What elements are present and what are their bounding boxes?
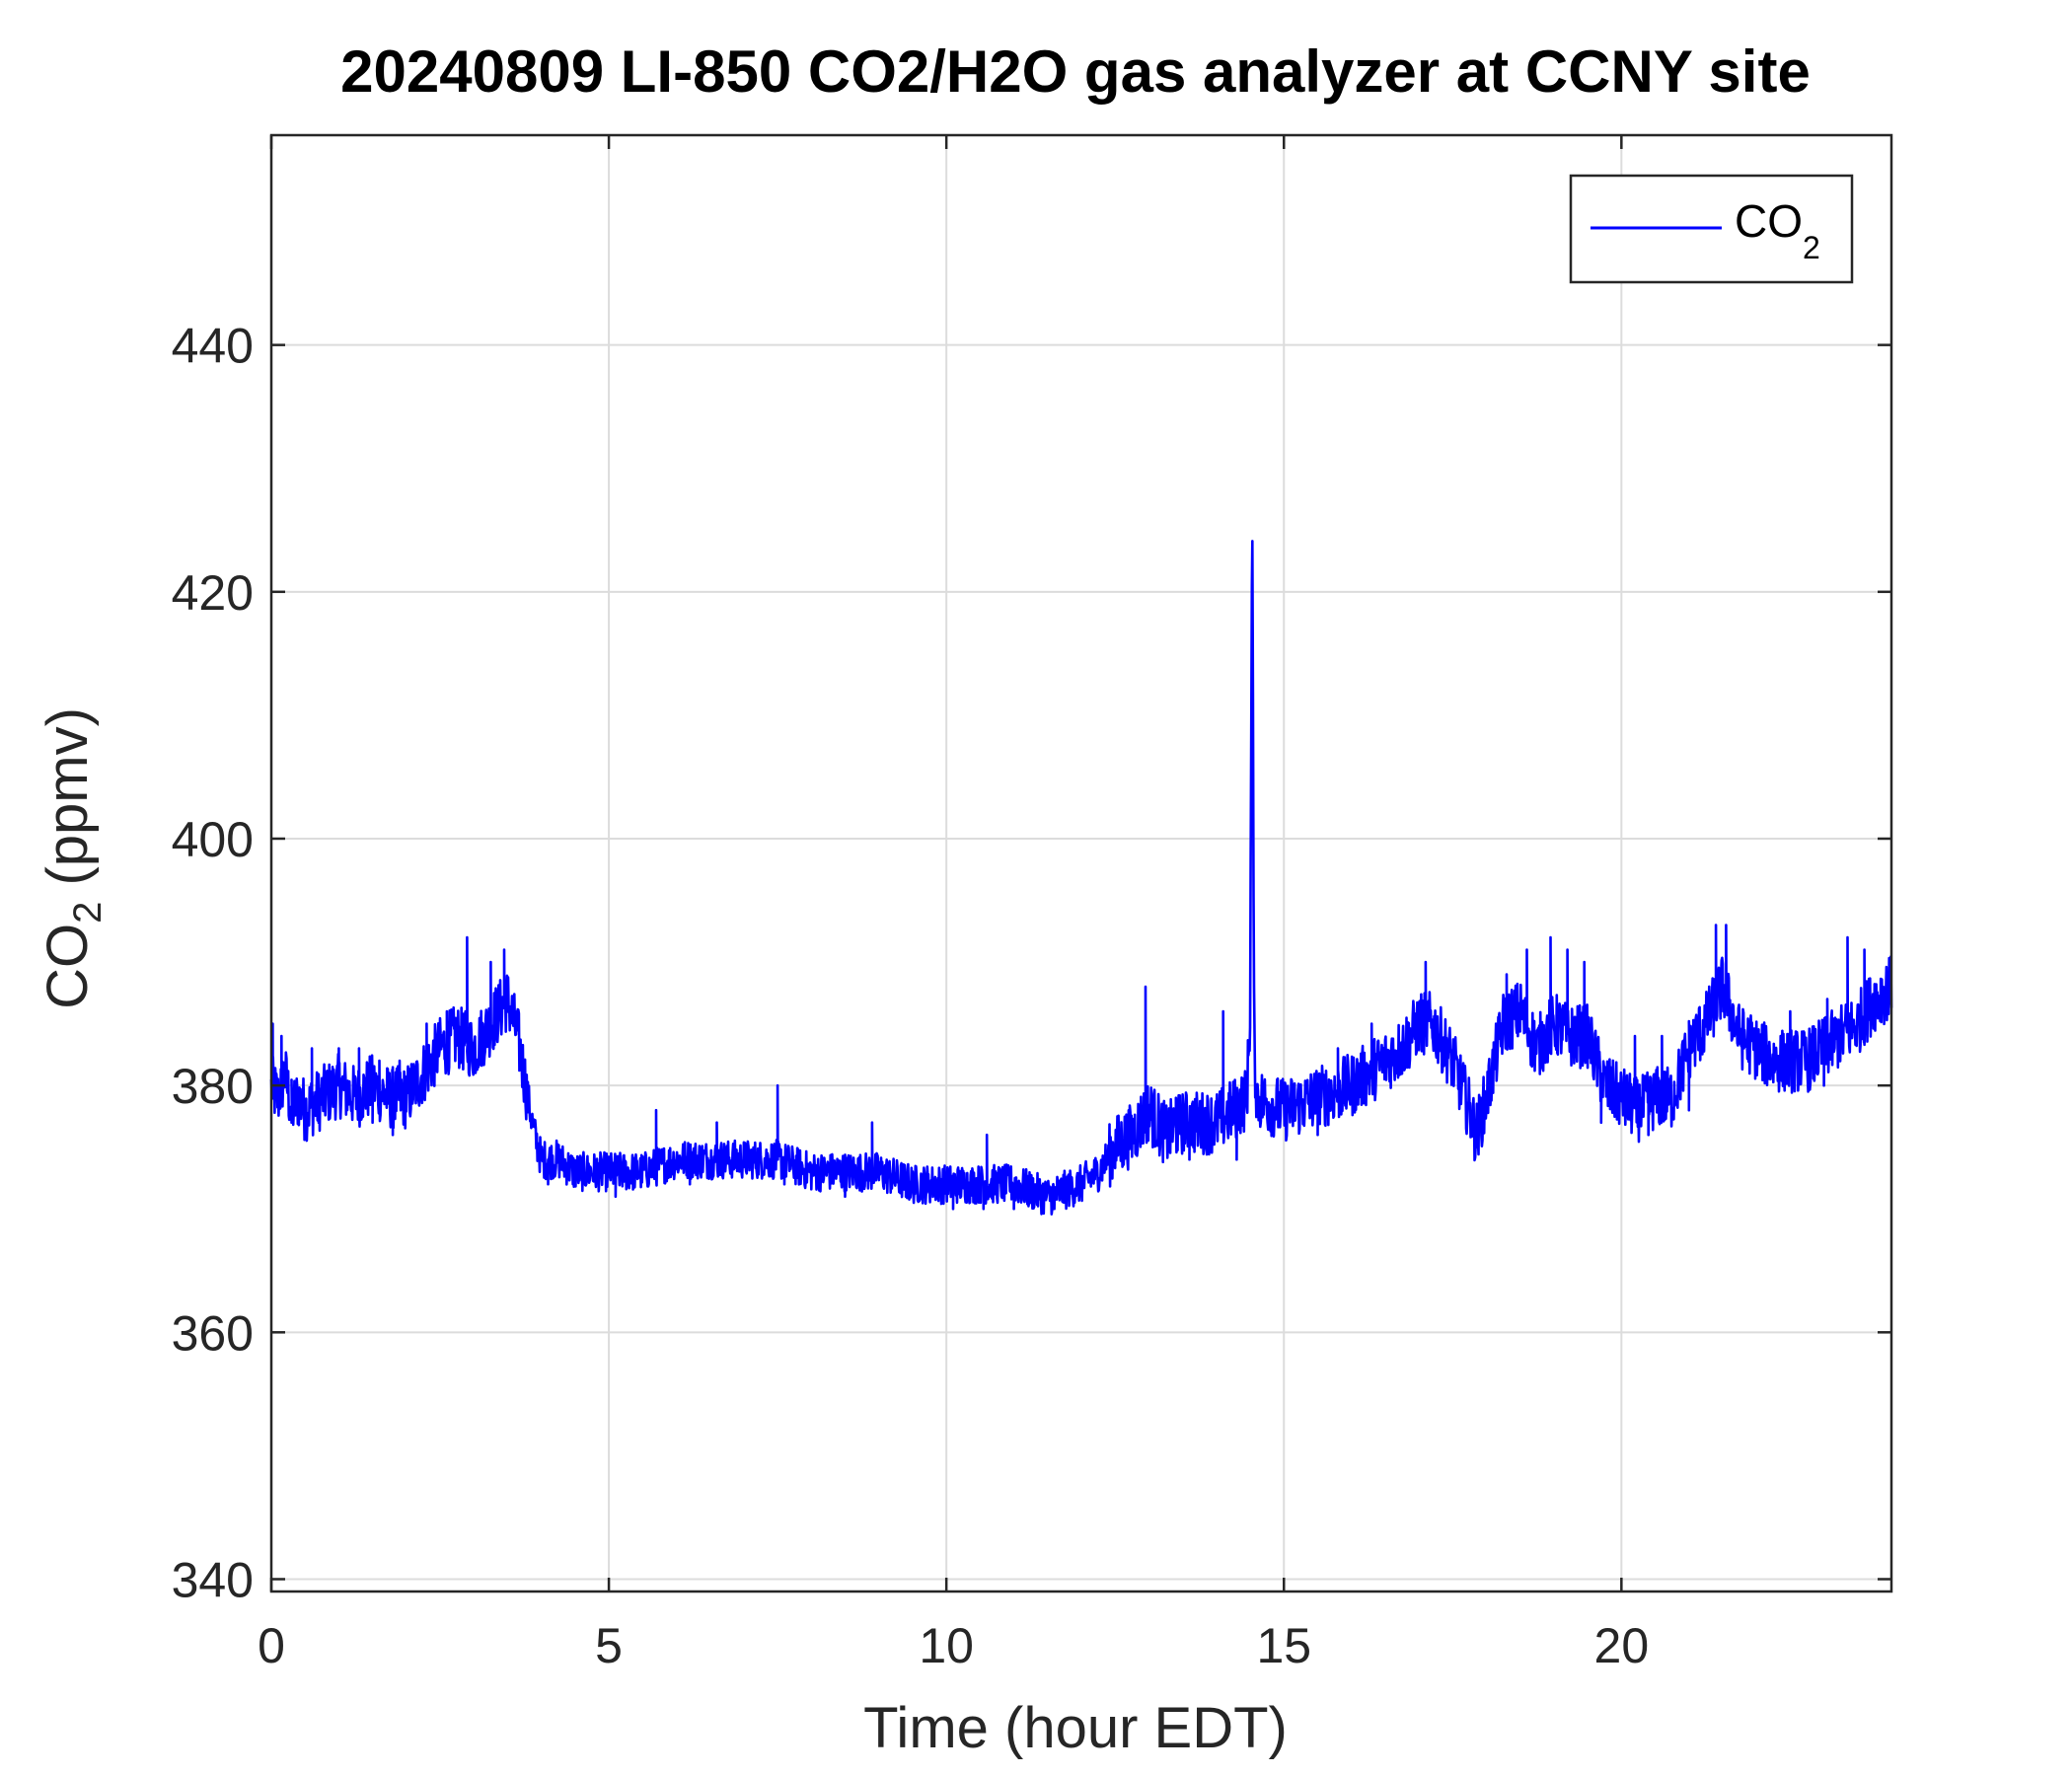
- y-tick-label: 420: [172, 565, 254, 621]
- y-axis-label-base: CO: [36, 924, 100, 1009]
- y-tick-label: 380: [172, 1059, 254, 1114]
- y-axis-label-sub: 2: [66, 902, 110, 924]
- y-axis-label-rest: (ppmv): [36, 707, 100, 902]
- series-line-co2: [269, 540, 1893, 1216]
- x-tick-label: 20: [1594, 1618, 1650, 1673]
- x-axis-label: Time (hour EDT): [863, 1696, 1288, 1760]
- legend: CO2: [1569, 174, 1854, 284]
- ticks: 0 5 10 15 20 340 360 380 400 420 440: [172, 135, 1891, 1673]
- legend-label-co2: CO2: [1735, 195, 1820, 265]
- y-tick-label: 360: [172, 1305, 254, 1361]
- series-layer: [269, 540, 1893, 1216]
- y-tick-label: 400: [172, 812, 254, 867]
- x-tick-label: 0: [258, 1618, 285, 1673]
- chart-title: 20240809 LI-850 CO2/H2O gas analyzer at …: [340, 38, 1811, 105]
- y-axis-label: CO2 (ppmv): [36, 707, 110, 1009]
- x-tick-label: 5: [595, 1618, 623, 1673]
- x-tick-label: 15: [1256, 1618, 1311, 1673]
- plot-area-border: [269, 133, 1893, 1593]
- y-tick-label: 340: [172, 1552, 254, 1607]
- legend-label-sub: 2: [1803, 230, 1820, 265]
- axes-frame: [269, 133, 1893, 1593]
- x-tick-label: 10: [919, 1618, 974, 1673]
- y-tick-label: 440: [172, 319, 254, 374]
- grid: [270, 135, 1891, 1591]
- legend-label-base: CO: [1735, 195, 1803, 247]
